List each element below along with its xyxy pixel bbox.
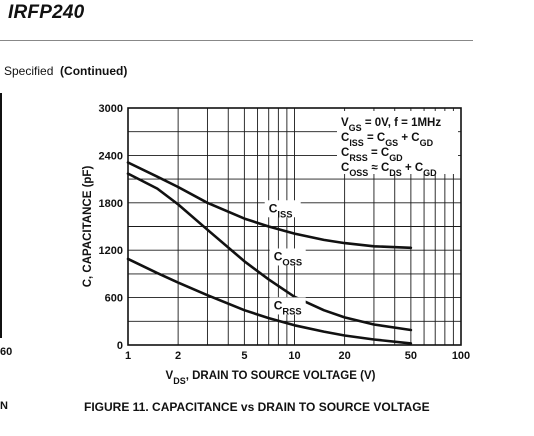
conditions-text: C [341, 147, 349, 159]
series-label-sub: OSS [282, 257, 302, 267]
series-label-sub: RSS [282, 306, 301, 316]
conditions-line: VGS = 0V, f = 1MHz [341, 117, 441, 133]
conditions-text: DS [389, 168, 401, 178]
series-label-main: C [274, 249, 283, 263]
section-heading-continued: (Continued) [60, 64, 128, 78]
x-tick-label: 1 [125, 350, 131, 362]
conditions-text: = C [368, 147, 389, 159]
conditions-text: OSS [349, 168, 368, 178]
adjacent-figure-tick-label: 60 [0, 346, 13, 358]
x-tick-label: 100 [452, 350, 470, 362]
y-tick-label: 2400 [99, 150, 123, 162]
conditions-text: = C [364, 132, 385, 144]
series-line-c-iss [126, 161, 413, 250]
series-line-c-rss [126, 257, 413, 345]
conditions-text: C [341, 162, 349, 174]
conditions-text: GS [385, 138, 398, 148]
conditions-text: ≈ C [368, 162, 389, 174]
series-label-bg [269, 297, 306, 315]
plot-frame [127, 107, 462, 346]
series-label-main: C [269, 201, 278, 215]
series-line-c-oss [126, 172, 413, 332]
conditions-text: + C [398, 132, 419, 144]
series-label-c-oss: COSS [274, 249, 302, 267]
series-label-sub: ISS [277, 209, 292, 219]
conditions-text: V [341, 117, 349, 129]
conditions-text: C [341, 132, 349, 144]
x-tick-label: 10 [288, 350, 300, 362]
y-tick-label: 600 [105, 293, 123, 305]
document-title: IRFP240 [8, 2, 85, 23]
conditions-line: CISS = CGS + CGD [341, 132, 434, 148]
series-label-bg [264, 200, 301, 218]
adjacent-figure-caption-fragment: N [0, 400, 8, 412]
x-axis-label-main: V [166, 370, 174, 382]
conditions-text: GD [389, 153, 403, 163]
series-label-main: C [274, 298, 283, 312]
conditions-box [337, 111, 458, 174]
y-tick-label: 3000 [99, 103, 123, 115]
series-label-bg [269, 248, 306, 266]
figure-caption: FIGURE 11. CAPACITANCE vs DRAIN TO SOURC… [84, 400, 430, 414]
x-axis-label-sub: DS [173, 376, 185, 386]
y-axis-label: C, CAPACITANCE (pF) [82, 166, 94, 288]
conditions-text: ISS [349, 138, 363, 148]
series-label-c-rss: CRSS [274, 298, 302, 316]
x-tick-label: 2 [175, 350, 181, 362]
conditions-line: CRSS = CGD [341, 147, 403, 163]
adjacent-figure-edge [0, 93, 2, 338]
conditions-text: + C [402, 162, 423, 174]
header-rule [0, 40, 473, 41]
x-tick-label: 50 [405, 350, 417, 362]
x-axis-label: VDS, DRAIN TO SOURCE VOLTAGE (V) [166, 370, 376, 386]
conditions-text: GD [420, 138, 434, 148]
conditions-text: GD [423, 168, 437, 178]
y-tick-label: 1200 [99, 245, 123, 257]
conditions-text: = 0V, f = 1MHz [362, 117, 442, 129]
x-tick-label: 5 [241, 350, 247, 362]
section-heading-prefix: Specified [4, 64, 54, 78]
y-tick-label: 0 [117, 340, 123, 352]
x-axis-label-rest: , DRAIN TO SOURCE VOLTAGE (V) [186, 370, 376, 382]
series-label-c-iss: CISS [269, 201, 293, 219]
conditions-text: GS [349, 123, 362, 133]
y-tick-label: 1800 [99, 198, 123, 210]
conditions-line: COSS ≈ CDS + CGD [341, 162, 437, 178]
x-tick-label: 20 [338, 350, 350, 362]
section-heading: Specified (Continued) [4, 64, 127, 78]
conditions-text: RSS [349, 153, 367, 163]
